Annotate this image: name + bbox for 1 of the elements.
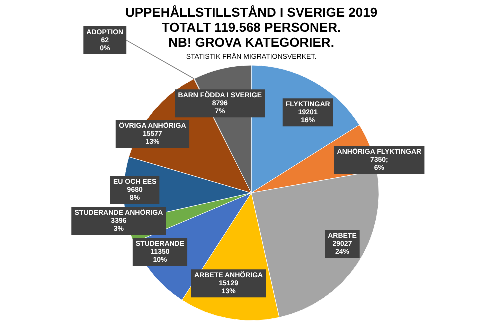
chart-title: UPPEHÅLLSTILLSTÅND I SVERIGE 2019 TOTALT 119.568 PERSONER. NB! GROVA KATEGORIER. — [125, 5, 378, 50]
